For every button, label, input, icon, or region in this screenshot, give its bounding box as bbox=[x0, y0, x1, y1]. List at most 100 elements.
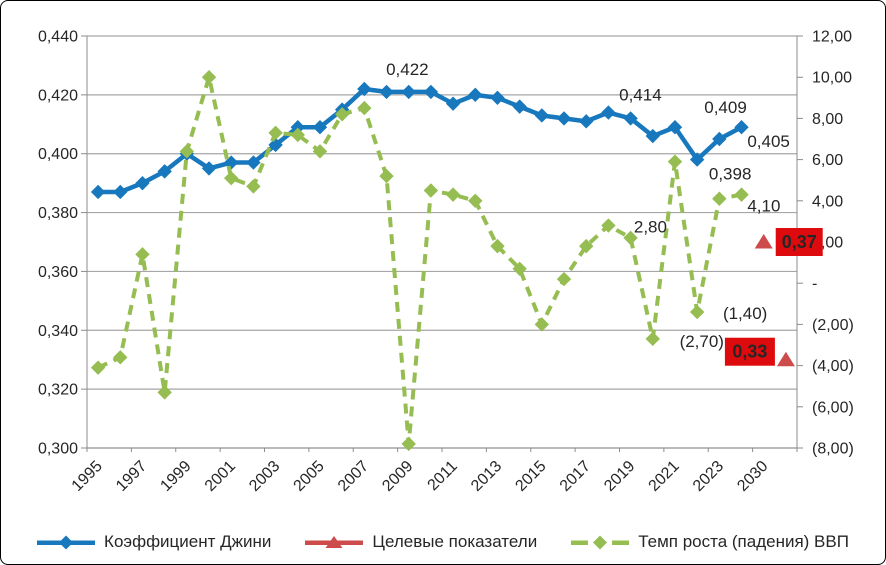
x-axis-label: 2017 bbox=[557, 458, 594, 495]
gdp-diamond-icon bbox=[593, 535, 608, 549]
gini-line-diamond-swatch bbox=[37, 535, 96, 549]
data-point-diamond-icon bbox=[645, 128, 660, 144]
targets-triangle-icon bbox=[325, 535, 343, 548]
x-axis-label: 2013 bbox=[468, 458, 505, 495]
y-axis-label-right: 6,00 bbox=[812, 152, 843, 169]
data-point-diamond-icon bbox=[90, 360, 106, 375]
data-point-diamond-icon bbox=[601, 218, 616, 233]
data-point-diamond-icon bbox=[312, 120, 328, 135]
data-point-diamond-icon bbox=[312, 144, 328, 159]
legend-label-gini: Коэффициент Джини bbox=[104, 532, 272, 551]
y-axis-label-right: (2,00) bbox=[812, 317, 854, 334]
x-axis-label: 2019 bbox=[601, 458, 638, 495]
x-axis-label: 2007 bbox=[335, 458, 372, 495]
data-point-diamond-icon bbox=[224, 155, 239, 170]
data-point-diamond-icon bbox=[512, 99, 527, 114]
data-point-diamond-icon bbox=[379, 168, 394, 184]
legend-item-gdp: Темп роста (падения) ВВП bbox=[571, 532, 849, 552]
data-point-diamond-icon bbox=[667, 154, 683, 169]
axes bbox=[81, 35, 803, 452]
target-label-box bbox=[775, 228, 823, 256]
targets-line-triangle-swatch bbox=[305, 535, 364, 548]
data-point-diamond-icon bbox=[623, 230, 638, 246]
y-axis-label-left: 0,320 bbox=[38, 382, 78, 399]
x-axis-label: 1999 bbox=[157, 458, 194, 495]
legend-item-targets: Целевые показатели bbox=[305, 532, 537, 552]
x-axis-label: 2009 bbox=[379, 458, 416, 495]
data-point-diamond-icon bbox=[246, 155, 261, 170]
data-point-diamond-icon bbox=[157, 164, 172, 179]
data-point-diamond-icon bbox=[734, 120, 749, 135]
data-point-diamond-icon bbox=[445, 187, 461, 202]
data-point-triangle-icon bbox=[754, 234, 773, 249]
data-label: 2,80 bbox=[634, 218, 667, 237]
y-axis-label-right: 10,00 bbox=[812, 70, 852, 87]
data-point-diamond-icon bbox=[135, 175, 150, 191]
data-label: (1,40) bbox=[723, 304, 767, 323]
data-point-diamond-icon bbox=[734, 187, 749, 202]
series-gini bbox=[90, 81, 749, 200]
data-label: 4,10 bbox=[747, 197, 780, 216]
y-axis-label-left: 0,360 bbox=[38, 264, 78, 281]
data-point-diamond-icon bbox=[90, 184, 106, 200]
x-axis-label: 1995 bbox=[69, 458, 106, 495]
data-label: 0,414 bbox=[619, 86, 662, 105]
data-point-diamond-icon bbox=[201, 70, 217, 85]
data-point-diamond-icon bbox=[201, 161, 217, 176]
chart-legend: Коэффициент Джини Целевые показатели Тем… bbox=[1, 524, 885, 560]
data-point-diamond-icon bbox=[113, 184, 128, 200]
data-point-diamond-icon bbox=[667, 120, 683, 135]
data-point-diamond-icon bbox=[401, 84, 416, 100]
legend-label-targets: Целевые показатели bbox=[372, 532, 538, 551]
data-point-diamond-icon bbox=[157, 385, 172, 400]
data-point-diamond-icon bbox=[179, 144, 195, 159]
legend-item-gini: Коэффициент Джини bbox=[37, 532, 271, 552]
y-axis-label-right: - bbox=[812, 276, 817, 293]
data-label: 0,398 bbox=[709, 165, 752, 184]
data-label: 0,37 bbox=[782, 232, 817, 252]
data-label: (2,70) bbox=[680, 332, 724, 351]
target-label-box bbox=[724, 337, 775, 366]
series-gdp bbox=[90, 70, 749, 452]
x-axis-label: 2003 bbox=[246, 458, 283, 495]
data-point-diamond-icon bbox=[246, 179, 261, 194]
data-point-triangle-icon bbox=[776, 351, 795, 367]
data-point-diamond-icon bbox=[423, 84, 439, 100]
data-label: 0,422 bbox=[386, 60, 429, 79]
x-axis-label: 2030 bbox=[734, 458, 771, 495]
x-axis-label: 2001 bbox=[202, 458, 239, 495]
y-axis-label-right: 12,00 bbox=[812, 29, 852, 46]
data-point-diamond-icon bbox=[490, 238, 505, 254]
data-point-diamond-icon bbox=[556, 271, 572, 287]
y-axis-label-left: 0,400 bbox=[38, 146, 78, 163]
x-axis-label: 2015 bbox=[512, 458, 549, 495]
data-point-diamond-icon bbox=[712, 131, 727, 147]
data-point-diamond-icon bbox=[113, 350, 128, 365]
y-axis-label-left: 0,380 bbox=[38, 205, 78, 222]
gdp-dash-sample-1 bbox=[571, 540, 589, 545]
y-axis-label-right: 8,00 bbox=[812, 111, 843, 128]
data-point-diamond-icon bbox=[490, 90, 505, 105]
data-point-diamond-icon bbox=[290, 127, 305, 143]
y-axis-label-left: 0,440 bbox=[38, 29, 78, 46]
data-point-diamond-icon bbox=[601, 105, 616, 120]
data-point-diamond-icon bbox=[423, 183, 439, 198]
gdp-dash-sample-2 bbox=[612, 540, 630, 545]
y-axis-label-right: (4,00) bbox=[812, 358, 854, 375]
data-point-diamond-icon bbox=[468, 87, 483, 103]
data-point-diamond-icon bbox=[712, 191, 727, 206]
y-axis-labels-right: 12,0010,008,006,004,002,00-(2,00)(4,00)(… bbox=[812, 29, 854, 458]
data-point-diamond-icon bbox=[689, 152, 705, 167]
data-label: 0,405 bbox=[747, 132, 790, 151]
x-axis-label: 2011 bbox=[425, 458, 461, 494]
data-label: 0,409 bbox=[704, 98, 747, 117]
y-axis-label-left: 0,420 bbox=[38, 87, 78, 104]
data-point-diamond-icon bbox=[334, 107, 350, 122]
data-point-diamond-icon bbox=[290, 120, 305, 135]
data-point-diamond-icon bbox=[556, 111, 572, 126]
data-point-diamond-icon bbox=[689, 304, 705, 320]
x-axis-labels: 1995 1997 1999 2001 2003 2005 2007 2009 2011 2013… bbox=[69, 458, 772, 495]
y-axis-label-left: 0,340 bbox=[38, 323, 78, 340]
data-point-diamond-icon bbox=[357, 100, 372, 116]
